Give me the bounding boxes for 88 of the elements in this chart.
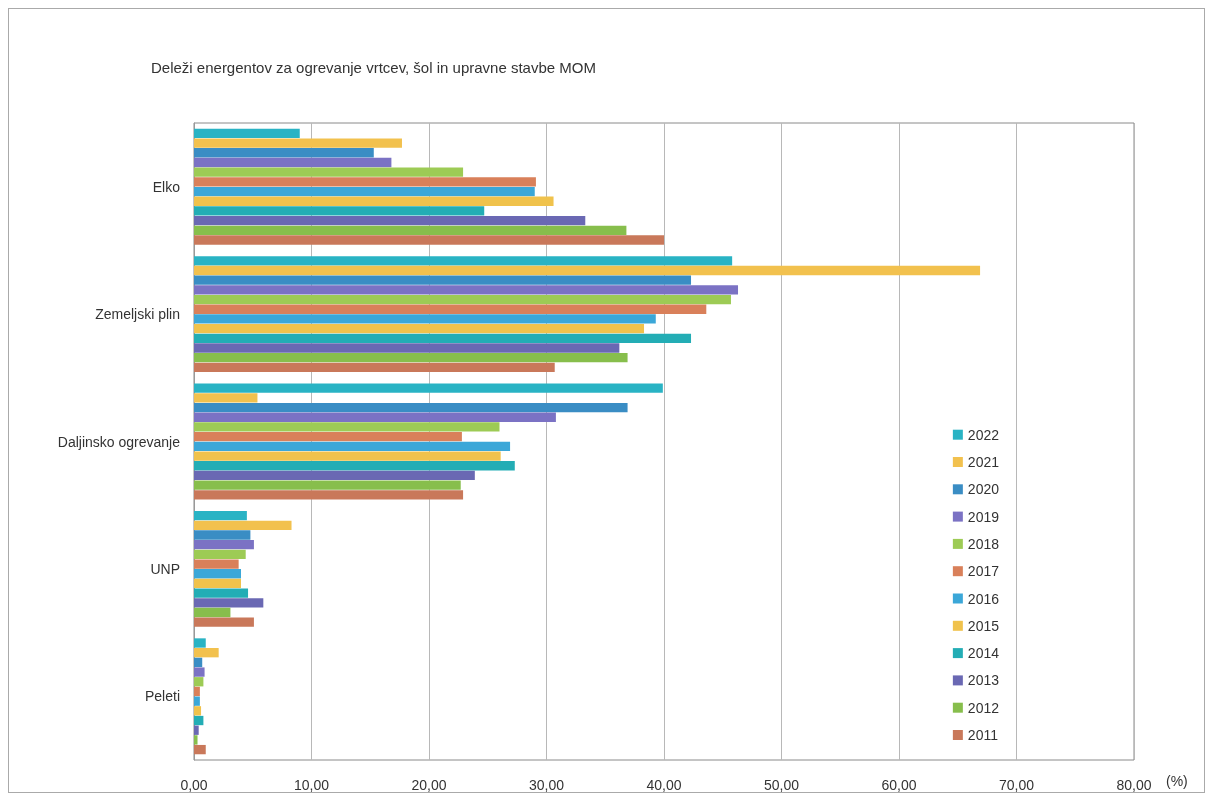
bar (194, 549, 246, 560)
bar (194, 569, 241, 579)
bar (194, 128, 300, 139)
bar (194, 294, 731, 305)
bar (194, 323, 645, 334)
bar (194, 402, 628, 413)
bar (194, 451, 501, 461)
x-tick-label: 40,00 (646, 777, 682, 793)
bar (194, 285, 739, 295)
bar (194, 540, 254, 550)
bar (194, 412, 556, 422)
bar (194, 362, 555, 373)
bar (194, 235, 664, 245)
bar (194, 520, 292, 530)
bar (194, 461, 515, 471)
bar (194, 725, 199, 735)
bar (194, 677, 204, 687)
bar (194, 510, 247, 521)
legend-label: 2019 (967, 508, 1000, 525)
bar (194, 607, 231, 618)
bar (194, 657, 203, 668)
y-tick-label: Elko (152, 178, 181, 195)
bar (194, 353, 628, 363)
bar (194, 559, 239, 569)
bar (194, 686, 200, 697)
bar (194, 304, 707, 314)
bar (194, 490, 464, 500)
legend-label: 2012 (967, 699, 1000, 716)
legend-label: 2021 (967, 454, 1000, 470)
bar (194, 215, 586, 226)
bar (194, 638, 206, 648)
bar (194, 744, 206, 755)
x-tick-label: 70,00 (998, 777, 1035, 793)
bar (194, 588, 249, 598)
bar (194, 470, 475, 481)
bar (194, 735, 198, 745)
bar (194, 648, 219, 658)
y-tick-label: Zemeljski plin (95, 306, 180, 323)
y-tick-label: Daljinsko ogrevanje (57, 433, 181, 450)
bar (194, 715, 204, 726)
bar (194, 617, 254, 627)
bar (194, 265, 981, 276)
bar (194, 196, 554, 206)
bar (194, 167, 464, 177)
bar (194, 206, 485, 216)
bar (194, 383, 663, 393)
bar (194, 667, 205, 677)
bar (194, 706, 202, 716)
legend-label: 2020 (967, 481, 1000, 498)
bar (194, 578, 241, 589)
legend-label: 2011 (967, 727, 999, 743)
x-tick-label: 30,00 (528, 777, 565, 793)
bar (194, 422, 500, 432)
y-tick-label: UNP (150, 560, 180, 577)
chart-title: Deleži energentov za ogrevanje vrtcev, šol in upravne stavbe MOM (151, 59, 596, 76)
legend-label: 2015 (967, 617, 1000, 634)
bar (194, 696, 200, 706)
legend-label: 2017 (967, 563, 1000, 580)
bar (194, 138, 402, 148)
bar (194, 256, 733, 266)
x-tick-label: 50,00 (763, 777, 800, 793)
bar (194, 480, 461, 490)
bar (194, 441, 511, 452)
bar (194, 333, 692, 343)
x-tick-label: 60,00 (881, 777, 917, 793)
legend-label: 2014 (967, 645, 1000, 662)
bar (194, 598, 264, 608)
bar (194, 343, 620, 353)
bar (194, 157, 392, 168)
bar (194, 275, 692, 285)
legend-label: 2016 (967, 590, 1000, 607)
x-tick-label: 10,00 (293, 777, 330, 793)
x-tick-label: 20,00 (411, 777, 447, 793)
legend-label: 2018 (967, 535, 1000, 552)
x-tick-label: 80,00 (1116, 777, 1152, 793)
x-axis-title: (%) (1166, 773, 1188, 789)
bar (194, 186, 535, 197)
bar (194, 431, 462, 442)
bar (194, 393, 258, 403)
bar (194, 177, 536, 187)
bar (194, 148, 374, 158)
bar (194, 530, 251, 540)
bar (194, 225, 627, 235)
y-tick-label: Peleti (144, 688, 180, 705)
legend-label: 2022 (967, 426, 1000, 443)
legend-label: 2013 (967, 672, 1000, 689)
x-tick-label: 0,00 (180, 777, 208, 793)
bar (194, 314, 656, 324)
